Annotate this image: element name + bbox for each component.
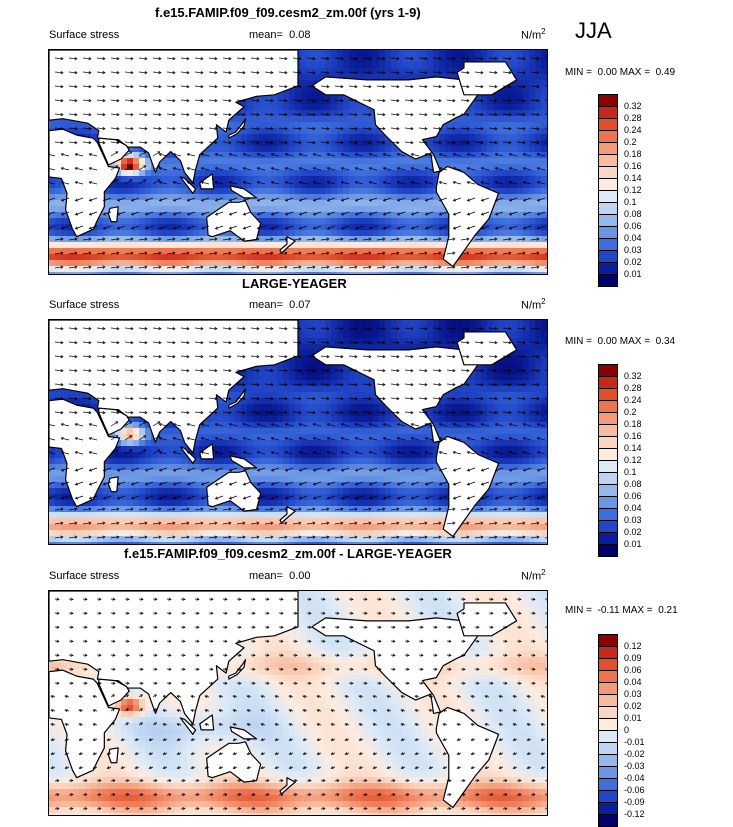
colorbar-tick-label: 0.2 xyxy=(624,138,637,147)
panel-3-mean-value: 0.00 xyxy=(289,570,310,582)
colorbar-tick-label: 0.16 xyxy=(624,432,642,441)
panel-3-min-value: -0.11 xyxy=(598,605,620,616)
panel-2-units: N/m2 xyxy=(521,297,546,312)
colorbar-tick-label: 0.04 xyxy=(624,234,642,243)
colorbar-swatch xyxy=(598,274,618,287)
colorbar-tick-label: 0.06 xyxy=(624,222,642,231)
colorbar-tick-label: 0.14 xyxy=(624,444,642,453)
panel-1-mean: mean= 0.08 xyxy=(249,29,311,41)
panel-3-max-value: 0.21 xyxy=(658,605,677,616)
colorbar-tick-label: 0.03 xyxy=(624,516,642,525)
panel-2-map xyxy=(48,319,548,545)
colorbar-tick-label: 0.02 xyxy=(624,528,642,537)
colorbar-tick-label: 0.24 xyxy=(624,126,642,135)
panel-3-units: N/m2 xyxy=(521,568,546,583)
colorbar-tick-label: 0.28 xyxy=(624,384,642,393)
panel-1-mean-label: mean= xyxy=(249,29,283,41)
colorbar-tick-label: 0.09 xyxy=(624,654,642,663)
colorbar-tick-label: 0.14 xyxy=(624,174,642,183)
colorbar-swatch xyxy=(598,544,618,557)
colorbar-tick-label: 0.03 xyxy=(624,690,642,699)
colorbar-tick-label: 0.1 xyxy=(624,198,637,207)
colorbar-tick-label: 0 xyxy=(624,726,629,735)
colorbar-tick-label: 0.32 xyxy=(624,372,642,381)
colorbar-tick-label: 0.16 xyxy=(624,162,642,171)
colorbar-tick-label: 0.18 xyxy=(624,420,642,429)
panel-2-variable-label: Surface stress xyxy=(49,299,119,311)
colorbar-tick-label: 0.18 xyxy=(624,150,642,159)
colorbar-tick-label: -0.12 xyxy=(624,810,645,819)
colorbar-tick-label: 0.2 xyxy=(624,408,637,417)
colorbar-tick-label: 0.04 xyxy=(624,678,642,687)
colorbar-tick-label: 0.06 xyxy=(624,492,642,501)
panel-3-title: f.e15.FAMIP.f09_f09.cesm2_zm.00f - LARGE… xyxy=(124,546,452,561)
colorbar-tick-label: 0.12 xyxy=(624,642,642,651)
panel-3-mean-label: mean= xyxy=(249,570,283,582)
colorbar-tick-label: 0.02 xyxy=(624,258,642,267)
panel-1-title: f.e15.FAMIP.f09_f09.cesm2_zm.00f (yrs 1-… xyxy=(155,5,421,20)
panel-3-map xyxy=(48,590,548,816)
panel-3-variable-label: Surface stress xyxy=(49,570,119,582)
panel-1-map xyxy=(48,49,548,275)
panel-2-mean-label: mean= xyxy=(249,299,283,311)
colorbar-tick-label: 0.03 xyxy=(624,246,642,255)
panel-1-min-value: 0.00 xyxy=(598,67,617,78)
colorbar-tick-label: -0.01 xyxy=(624,738,645,747)
panel-2-title: LARGE-YEAGER xyxy=(242,276,347,291)
colorbar-swatch xyxy=(598,814,618,827)
season-label: JJA xyxy=(575,18,612,44)
panel-2-min-value: 0.00 xyxy=(598,336,617,347)
colorbar-tick-label: -0.06 xyxy=(624,786,645,795)
panel-2-minmax: MIN = 0.00 MAX = 0.34 xyxy=(565,336,675,347)
colorbar-tick-label: 0.28 xyxy=(624,114,642,123)
panel-1-units: N/m2 xyxy=(521,27,546,42)
colorbar-tick-label: 0.32 xyxy=(624,102,642,111)
panel-2-max-value: 0.34 xyxy=(656,336,675,347)
colorbar-tick-label: 0.1 xyxy=(624,468,637,477)
panel-2-mean: mean= 0.07 xyxy=(249,299,311,311)
colorbar-tick-label: 0.01 xyxy=(624,270,642,279)
colorbar-tick-label: 0.08 xyxy=(624,480,642,489)
colorbar-tick-label: 0.01 xyxy=(624,714,642,723)
colorbar-tick-label: 0.12 xyxy=(624,186,642,195)
colorbar-tick-label: 0.06 xyxy=(624,666,642,675)
colorbar-tick-label: 0.08 xyxy=(624,210,642,219)
panel-3-minmax: MIN = -0.11 MAX = 0.21 xyxy=(565,605,678,616)
panel-1-max-value: 0.49 xyxy=(656,67,675,78)
panel-1-variable-label: Surface stress xyxy=(49,29,119,41)
colorbar-tick-label: -0.02 xyxy=(624,750,645,759)
colorbar-tick-label: 0.04 xyxy=(624,504,642,513)
colorbar-tick-label: -0.04 xyxy=(624,774,645,783)
panel-1-minmax: MIN = 0.00 MAX = 0.49 xyxy=(565,67,675,78)
panel-2-mean-value: 0.07 xyxy=(289,299,310,311)
colorbar-tick-label: -0.09 xyxy=(624,798,645,807)
colorbar-tick-label: 0.01 xyxy=(624,540,642,549)
panel-3-mean: mean= 0.00 xyxy=(249,570,311,582)
colorbar-tick-label: -0.03 xyxy=(624,762,645,771)
colorbar-tick-label: 0.12 xyxy=(624,456,642,465)
colorbar-tick-label: 0.02 xyxy=(624,702,642,711)
panel-1-mean-value: 0.08 xyxy=(289,29,310,41)
colorbar-tick-label: 0.24 xyxy=(624,396,642,405)
